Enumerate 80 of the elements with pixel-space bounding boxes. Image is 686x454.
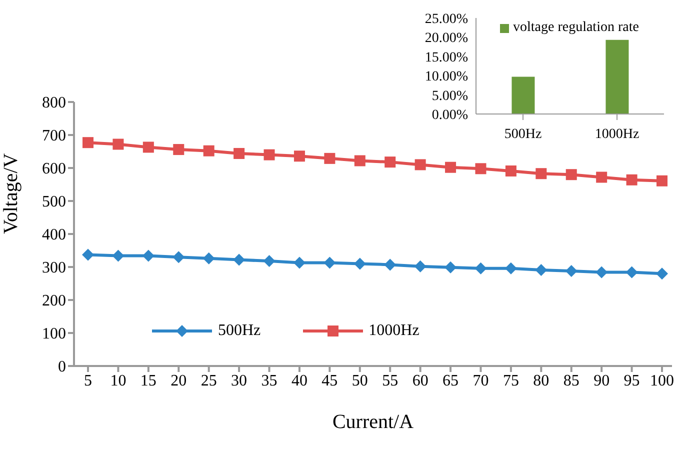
point [536,168,547,180]
x-tick-label: 25 [200,372,217,390]
point [414,260,426,272]
x-tick-label: 65 [442,372,459,390]
point [354,155,366,166]
point [142,250,154,262]
point [505,165,516,176]
point [173,144,184,156]
x-tick-label: 15 [140,372,156,390]
legend-label: 500Hz [218,322,261,340]
y-tick-label: 800 [42,94,66,112]
x-tick-label: 35 [261,372,278,390]
x-tick-label: 5 [84,372,92,390]
point [112,250,124,262]
point [504,262,517,274]
point [293,256,306,269]
point [535,264,548,276]
point [565,264,578,277]
legend-label: 1000Hz [368,322,420,340]
y-tick-label: 700 [42,128,66,145]
y-tick-label: 100 [42,326,66,343]
x-tick-label: 85 [563,372,580,390]
point [384,156,396,168]
x-tick-label: 100 [650,372,674,390]
point [82,137,94,148]
point [264,149,275,160]
x-tick-label: 55 [382,372,398,390]
point [566,169,577,180]
point [596,266,608,278]
point [445,162,456,173]
x-axis-title: Current/A [332,411,414,433]
point [324,152,336,164]
point [444,261,457,274]
point [656,175,668,186]
point [112,138,124,150]
x-tick-label: 45 [322,372,338,390]
point [354,258,366,270]
point [233,254,246,266]
point [626,266,638,278]
x-tick-label: 95 [624,372,640,390]
point [294,150,305,162]
point [596,172,608,183]
x-tick-label: 80 [533,372,550,390]
point [234,148,245,159]
point [414,159,426,170]
point [475,163,486,174]
y-tick-label: 500 [42,194,66,211]
y-tick-label: 25.00% [424,12,468,27]
x-tick-label: 60 [412,372,428,390]
y-tick-label: 10.00% [424,70,468,85]
x-tick-label: 10 [110,372,126,390]
x-tick-label: 30 [231,372,248,390]
legend-label: voltage regulation rate [513,20,639,36]
x-tick-label: 70 [472,372,489,390]
y-tick-label: 0.00% [432,108,468,123]
y-tick-label: 0 [58,358,66,376]
point [203,145,214,156]
y-tick-label: 300 [42,260,66,277]
point [82,248,94,261]
point [324,256,336,269]
point [474,262,487,274]
point [202,252,215,264]
y-tick-label: 400 [42,226,66,244]
y-tick-label: 5.00% [432,88,468,104]
point [626,174,638,186]
x-tick-label: 20 [170,372,187,390]
point [142,142,154,153]
point [384,258,396,271]
y-axis-title: Voltage/V [0,152,22,234]
y-tick-label: 20.00% [424,31,468,46]
x-tick-label: 90 [594,372,610,390]
x-tick-label: 75 [502,372,519,390]
y-tick-label: 600 [42,160,66,178]
y-tick-label: 200 [42,292,66,310]
x-tick-label: 40 [291,372,308,390]
point [263,255,276,268]
x-tick-label: 50 [352,372,368,390]
point [172,251,185,264]
y-tick-label: 15.00% [424,50,468,66]
point [656,268,668,280]
